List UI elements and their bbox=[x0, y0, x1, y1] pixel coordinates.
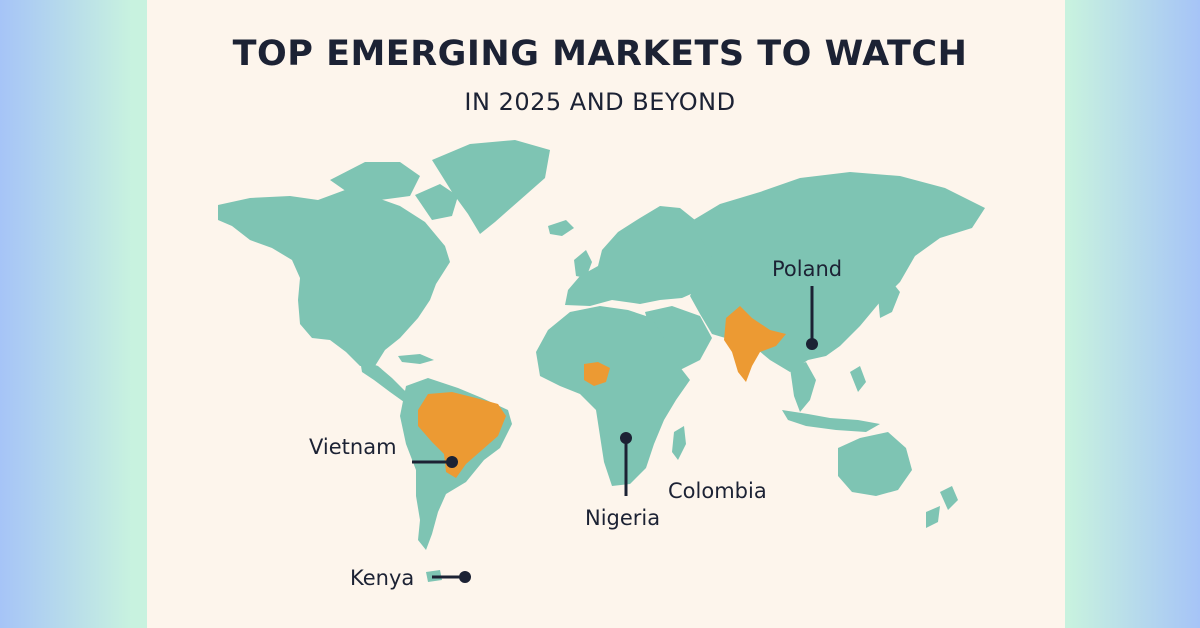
new-zealand-south bbox=[926, 506, 940, 528]
nigeria-marker bbox=[620, 432, 632, 444]
japan bbox=[878, 282, 900, 318]
nigeria-highlight bbox=[584, 362, 610, 386]
philippines bbox=[850, 366, 866, 392]
australia bbox=[838, 432, 912, 496]
page-subtitle: IN 2025 AND BEYOND bbox=[464, 88, 736, 116]
callout-label-kenya: Kenya bbox=[350, 566, 414, 590]
greenland bbox=[432, 140, 550, 234]
callout-label-colombia: Colombia bbox=[668, 479, 767, 503]
central-america bbox=[360, 360, 414, 402]
europe bbox=[565, 206, 722, 306]
africa bbox=[536, 306, 690, 486]
new-zealand bbox=[940, 486, 958, 510]
iceland bbox=[548, 220, 574, 236]
callout-labels: Poland Vietnam Nigeria Colombia Kenya bbox=[309, 257, 842, 590]
callout-label-poland: Poland bbox=[772, 257, 842, 281]
kenya-marker bbox=[459, 571, 471, 583]
indonesia bbox=[782, 410, 880, 432]
page-title: TOP EMERGING MARKETS TO WATCH bbox=[232, 34, 968, 74]
vietnam-marker bbox=[446, 456, 458, 468]
great-britain bbox=[574, 250, 592, 278]
southeast-asia bbox=[790, 362, 816, 412]
middle-east bbox=[645, 306, 712, 370]
callout-label-vietnam: Vietnam bbox=[309, 435, 397, 459]
india-highlight bbox=[724, 306, 786, 382]
land-masses bbox=[218, 140, 985, 582]
caribbean bbox=[398, 354, 434, 364]
north-america bbox=[218, 190, 450, 366]
madagascar bbox=[672, 426, 686, 460]
highlighted-countries bbox=[418, 306, 786, 478]
baffin-island bbox=[415, 184, 458, 220]
brazil-highlight bbox=[418, 392, 506, 478]
asia bbox=[690, 172, 985, 372]
poland-marker bbox=[806, 338, 818, 350]
arctic-islands bbox=[330, 162, 420, 200]
callout-label-nigeria: Nigeria bbox=[585, 506, 660, 530]
callout-markers bbox=[412, 286, 818, 583]
